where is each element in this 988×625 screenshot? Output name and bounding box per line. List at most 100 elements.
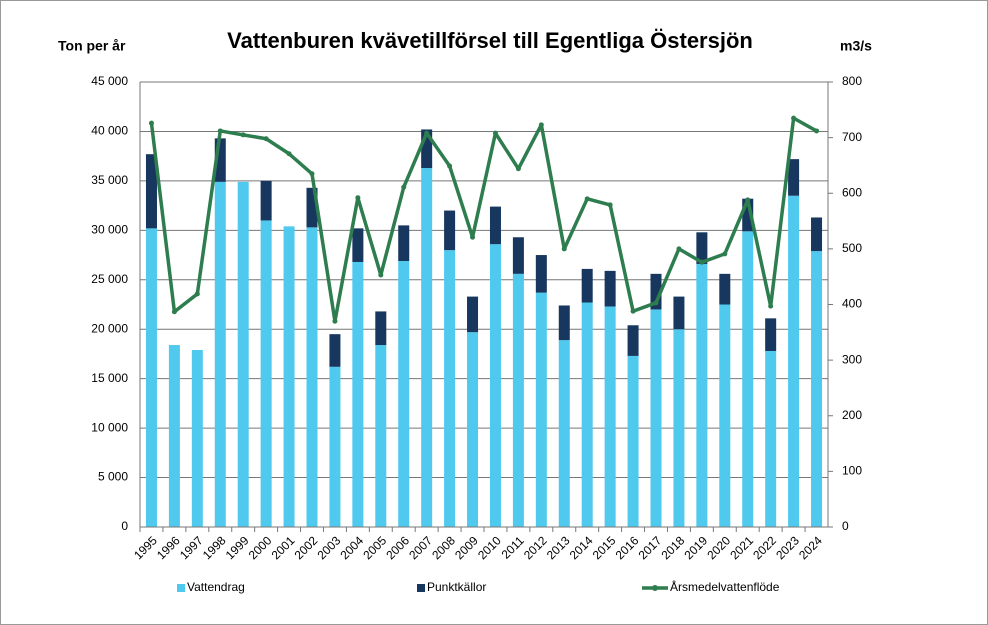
y-tick-label: 10 000 <box>91 420 128 434</box>
point <box>538 122 544 128</box>
bar <box>742 231 754 528</box>
point <box>447 163 453 169</box>
bar <box>168 345 180 527</box>
point <box>584 196 590 202</box>
point <box>401 184 407 190</box>
point <box>676 246 682 252</box>
legend-label: Vattendrag <box>187 580 245 594</box>
point <box>561 246 567 252</box>
point <box>470 234 476 240</box>
y-tick-label: 0 <box>121 519 128 533</box>
bar <box>581 302 593 527</box>
point <box>148 120 154 126</box>
y2-tick-label: 700 <box>842 130 862 144</box>
bar <box>489 244 501 527</box>
y2-tick-label: 500 <box>842 241 862 255</box>
y2-tick-label: 0 <box>842 519 849 533</box>
bar <box>489 206 501 245</box>
bar <box>375 345 387 527</box>
y-tick-label: 25 000 <box>91 272 128 286</box>
y2-tick-label: 200 <box>842 408 862 422</box>
y2-tick-label: 300 <box>842 352 862 366</box>
point <box>814 128 820 134</box>
legend-label: Punktkällor <box>427 580 486 594</box>
legend-swatch <box>652 585 658 591</box>
chart-title: Vattenburen kvävetillförsel till Egentli… <box>227 28 753 53</box>
point <box>309 171 315 177</box>
bar <box>650 309 662 527</box>
point <box>194 291 200 297</box>
bar <box>421 168 433 528</box>
point <box>217 128 223 134</box>
bar <box>719 273 731 305</box>
bar <box>788 195 800 527</box>
bar <box>375 311 387 346</box>
bar <box>673 296 685 330</box>
bar <box>581 268 593 303</box>
bar <box>283 226 295 527</box>
bar <box>696 263 708 527</box>
y2-tick-label: 600 <box>842 185 862 199</box>
bar <box>306 187 318 228</box>
bar <box>352 228 364 262</box>
y-tick-label: 45 000 <box>91 74 128 88</box>
bar <box>260 180 272 221</box>
bar <box>558 305 570 341</box>
bar <box>329 334 341 367</box>
bar <box>421 129 433 169</box>
point <box>378 272 384 278</box>
point <box>171 309 177 315</box>
point <box>515 166 521 172</box>
bar <box>329 366 341 527</box>
point <box>263 136 269 142</box>
bar <box>191 349 203 527</box>
bar <box>444 250 456 527</box>
bar <box>765 350 777 527</box>
y-axis-title: Ton per år <box>58 38 126 54</box>
y2-tick-label: 400 <box>842 297 862 311</box>
point <box>791 115 797 121</box>
bar <box>535 292 547 527</box>
line <box>149 116 818 323</box>
bar <box>673 329 685 527</box>
bar <box>719 304 731 527</box>
bar <box>306 227 318 527</box>
point <box>699 259 705 265</box>
point <box>745 197 751 203</box>
bar <box>627 355 639 527</box>
point <box>653 300 659 306</box>
bar <box>145 228 157 527</box>
bar <box>535 255 547 293</box>
y-tick-label: 40 000 <box>91 124 128 138</box>
legend-swatch <box>417 584 425 592</box>
point <box>492 130 498 136</box>
point <box>332 318 338 324</box>
y-tick-label: 30 000 <box>91 223 128 237</box>
point <box>355 195 361 201</box>
point <box>424 130 430 136</box>
bar <box>696 232 708 264</box>
y-tick-label: 15 000 <box>91 371 128 385</box>
bar <box>444 210 456 251</box>
point <box>607 202 613 208</box>
bar <box>237 181 249 527</box>
bar <box>467 332 479 527</box>
bar <box>604 270 616 307</box>
bar <box>260 220 272 527</box>
bar <box>512 273 524 527</box>
bar <box>742 198 754 232</box>
bar <box>512 237 524 274</box>
legend-label: Årsmedelvattenflöde <box>670 579 780 594</box>
bar <box>811 251 823 527</box>
point <box>286 151 292 157</box>
point <box>240 132 246 138</box>
point <box>722 251 728 257</box>
bar <box>788 159 800 196</box>
bar <box>214 138 226 182</box>
y-tick-label: 5 000 <box>98 470 128 484</box>
bar <box>811 217 823 252</box>
y-tick-label: 20 000 <box>91 321 128 335</box>
point <box>768 303 774 309</box>
bar <box>398 260 410 527</box>
